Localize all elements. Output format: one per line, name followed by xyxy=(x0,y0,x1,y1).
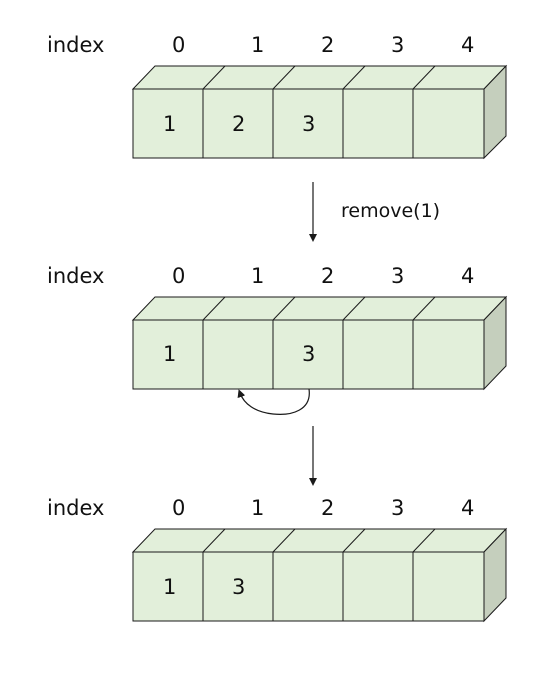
array-top-face xyxy=(131,296,508,321)
index-label: index xyxy=(47,264,104,288)
array-cell xyxy=(272,551,344,622)
array-box: 1 3 xyxy=(131,527,508,623)
operation-label: remove(1) xyxy=(341,200,440,222)
index-number: 0 xyxy=(172,264,185,288)
cell-value: 3 xyxy=(302,112,315,136)
index-label: index xyxy=(47,496,104,520)
index-number: 3 xyxy=(391,496,404,520)
index-label: index xyxy=(47,33,104,57)
index-number: 4 xyxy=(461,33,474,57)
cell-value: 1 xyxy=(163,342,176,366)
array-row-3: index 0 1 2 3 4 1 3 xyxy=(47,496,508,623)
array-row-1: index 0 1 2 3 4 1 2 3 xyxy=(47,33,508,160)
cell-value: 3 xyxy=(232,575,245,599)
array-top-face xyxy=(131,528,508,553)
array-row-2: index 0 1 2 3 4 1 3 xyxy=(47,264,508,415)
index-number: 2 xyxy=(321,496,334,520)
cell-value: 1 xyxy=(163,112,176,136)
index-number: 2 xyxy=(321,33,334,57)
array-cell xyxy=(342,88,414,159)
transition-arrow-1: remove(1) xyxy=(309,182,440,242)
array-cell xyxy=(342,551,414,622)
array-cell xyxy=(342,319,414,390)
index-number: 4 xyxy=(461,264,474,288)
array-top-face xyxy=(131,65,508,90)
index-number: 1 xyxy=(251,33,264,57)
array-cell xyxy=(412,319,485,390)
cell-value: 2 xyxy=(232,112,245,136)
array-cell xyxy=(202,88,274,159)
cell-value: 1 xyxy=(163,575,176,599)
index-numbers: 0 1 2 3 4 xyxy=(172,496,474,520)
index-number: 0 xyxy=(172,496,185,520)
index-numbers: 0 1 2 3 4 xyxy=(172,33,474,57)
index-number: 4 xyxy=(461,496,474,520)
cell-value: 3 xyxy=(302,342,315,366)
array-cell xyxy=(132,551,204,622)
array-cell xyxy=(412,551,485,622)
index-number: 3 xyxy=(391,33,404,57)
array-cell xyxy=(272,319,344,390)
index-number: 2 xyxy=(321,264,334,288)
index-number: 3 xyxy=(391,264,404,288)
index-number: 0 xyxy=(172,33,185,57)
array-cell xyxy=(202,551,274,622)
array-cell xyxy=(202,319,274,390)
array-box: 1 3 xyxy=(131,295,508,391)
array-cell xyxy=(412,88,485,159)
index-number: 1 xyxy=(251,496,264,520)
shift-arrow-icon xyxy=(237,388,310,415)
array-cell xyxy=(132,319,204,390)
array-cell xyxy=(272,88,344,159)
array-box: 1 2 3 xyxy=(131,64,508,160)
index-numbers: 0 1 2 3 4 xyxy=(172,264,474,288)
index-number: 1 xyxy=(251,264,264,288)
